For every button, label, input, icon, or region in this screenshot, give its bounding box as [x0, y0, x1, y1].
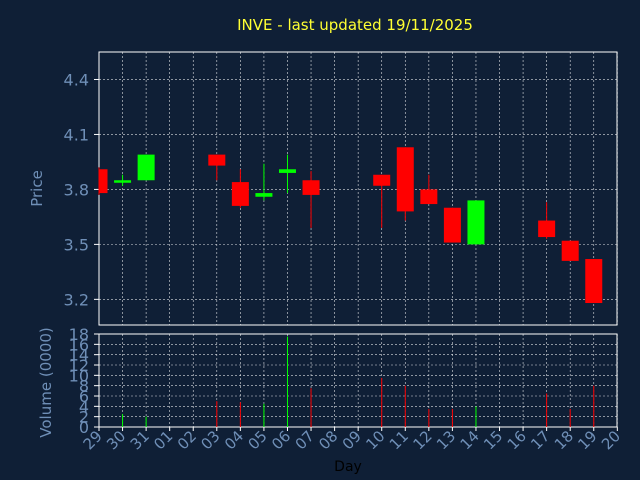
volume-tick-label: 18 — [69, 325, 89, 344]
price-tick-label: 4.4 — [64, 70, 89, 89]
x-tick-label: 10 — [362, 427, 388, 453]
volume-axis-label: Volume (0000) — [37, 327, 55, 437]
price-panel: 3.2 3.5 3.8 4.1 4.4 — [64, 51, 618, 326]
candle-body — [396, 147, 414, 212]
volume-tick-label: 6 — [79, 387, 89, 406]
x-tick-label: 31 — [127, 427, 153, 453]
x-tick-label: 15 — [480, 427, 506, 453]
volume-tick-label: 0 — [79, 418, 89, 437]
candle-body — [255, 193, 273, 197]
volume-tick-label: 2 — [79, 408, 89, 427]
x-axis-label: Day — [334, 459, 362, 475]
candle-body — [443, 207, 461, 243]
x-tick-label: 03 — [197, 427, 223, 453]
volume-tick-label: 8 — [79, 377, 89, 396]
candle-body — [538, 220, 556, 238]
volume-tick-label: 14 — [69, 346, 89, 365]
volume-tick-label: 12 — [69, 356, 89, 375]
x-axis: 2930310102030405060708091011121314151617… — [80, 427, 624, 453]
candle-body — [208, 154, 226, 166]
candle-body — [231, 182, 249, 206]
candle-body — [561, 240, 579, 261]
chart-title: INVE - last updated 19/11/2025 — [237, 16, 473, 34]
x-tick-label: 19 — [574, 427, 600, 453]
candle-body — [114, 180, 132, 183]
x-tick-label: 07 — [292, 427, 318, 453]
volume-tick-label: 16 — [69, 335, 89, 354]
x-tick-label: 17 — [527, 427, 553, 453]
volume-tick-label: 10 — [69, 366, 89, 385]
x-tick-label: 20 — [598, 427, 624, 453]
price-tick-label: 4.1 — [64, 125, 89, 144]
candle-body — [137, 154, 155, 181]
volume-tick-label: 4 — [79, 397, 89, 416]
x-tick-label: 04 — [221, 427, 247, 453]
candle-body — [302, 180, 320, 195]
x-tick-label: 18 — [551, 427, 577, 453]
candle-body — [99, 169, 108, 194]
x-tick-label: 16 — [504, 427, 530, 453]
x-tick-label: 11 — [386, 427, 412, 453]
x-tick-label: 08 — [315, 427, 341, 453]
x-tick-label: 12 — [409, 427, 435, 453]
x-tick-label: 30 — [103, 427, 129, 453]
candle-body — [467, 200, 485, 245]
x-tick-label: 05 — [245, 427, 271, 453]
candle-body — [420, 189, 438, 205]
price-tick-label: 3.8 — [64, 180, 89, 199]
x-tick-label: 06 — [268, 427, 294, 453]
x-tick-label: 09 — [339, 427, 365, 453]
candle-body — [278, 169, 296, 173]
x-tick-label: 02 — [174, 427, 200, 453]
x-tick-label: 14 — [457, 427, 483, 453]
price-axis-label: Price — [28, 170, 46, 207]
x-tick-label: 01 — [150, 427, 176, 453]
x-tick-label: 13 — [433, 427, 459, 453]
candle-body — [373, 174, 391, 186]
price-tick-label: 3.5 — [64, 235, 89, 254]
candle-body — [585, 259, 603, 304]
price-tick-label: 3.2 — [64, 290, 89, 309]
